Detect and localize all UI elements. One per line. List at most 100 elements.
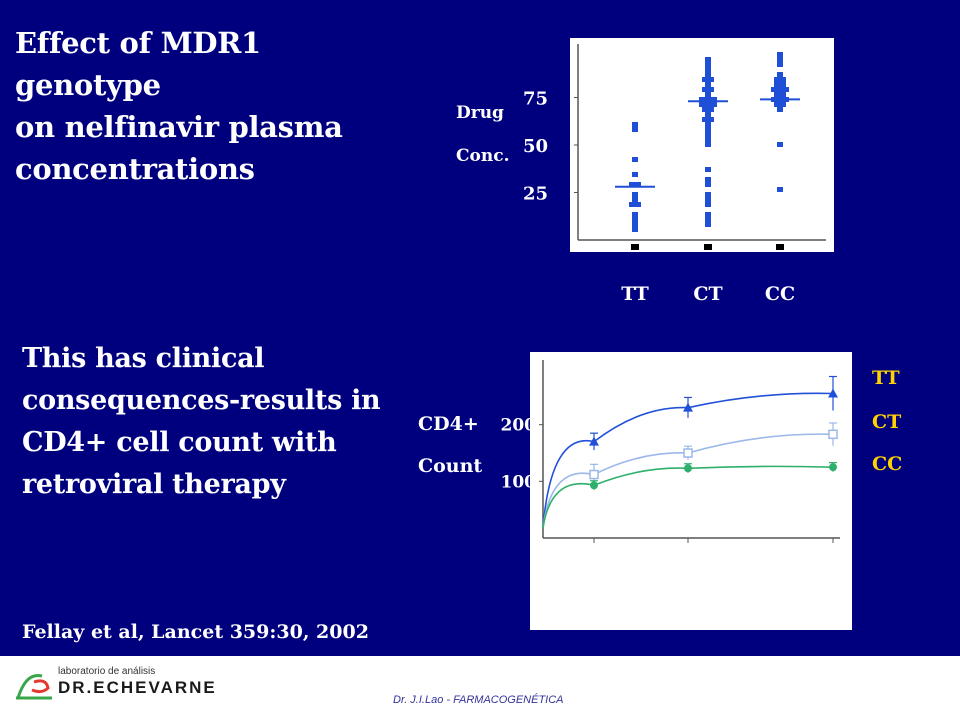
body-line: consequences-results in	[22, 385, 381, 416]
scatter-point	[705, 127, 711, 132]
scatter-point	[705, 122, 711, 127]
scatter-point	[705, 142, 711, 147]
scatter-point	[705, 202, 711, 207]
scatter-category-label: TT	[621, 283, 649, 305]
citation: Fellay et al, Lancet 359:30, 2002	[22, 621, 369, 643]
line-series-TT	[542, 392, 834, 529]
scatter-point	[777, 62, 783, 67]
scatter-category-tick	[631, 244, 639, 250]
body-line: retroviral therapy	[22, 469, 286, 500]
scatter-point	[777, 87, 783, 92]
scatter-point	[702, 77, 708, 82]
scatter-y-tick-label: 75	[523, 89, 548, 110]
scatter-point	[705, 192, 711, 197]
scatter-point	[705, 197, 711, 202]
line-chart-y-tick-label: 100	[501, 472, 537, 492]
scatter-point	[777, 107, 783, 112]
title-line: on nelfinavir plasma	[15, 110, 343, 144]
scatter-point	[771, 87, 777, 92]
scatter-point	[708, 107, 714, 112]
line-chart-x-tick-label: 2	[685, 562, 695, 580]
scatter-point	[708, 77, 714, 82]
body-line: CD4+ cell count with	[22, 427, 337, 458]
line-series-CT	[542, 433, 834, 529]
line-series-CC	[542, 465, 834, 529]
scatter-point	[705, 212, 711, 217]
line-point	[589, 469, 599, 480]
scatter-point	[705, 182, 711, 187]
scatter-point	[705, 82, 711, 87]
scatter-point	[705, 112, 711, 117]
lab-logo-icon	[16, 673, 52, 700]
scatter-panel	[570, 38, 834, 252]
line-point	[590, 481, 598, 490]
scatter-y-label-line: Conc.	[456, 146, 510, 166]
body-line: This has clinical	[22, 343, 265, 374]
scatter-y-label-line: Drug	[456, 103, 504, 123]
scatter-point	[711, 102, 717, 107]
scatter-point	[774, 82, 780, 87]
scatter-category-tick	[776, 244, 784, 250]
line-point	[589, 436, 599, 446]
scatter-point	[777, 57, 783, 62]
scatter-point	[777, 142, 783, 147]
slide-title: Effect of MDR1 genotype on nelfinavir pl…	[15, 22, 415, 190]
legend-label-TT: TT	[872, 367, 900, 389]
line-point	[684, 464, 692, 473]
scatter-category-label: CT	[693, 283, 722, 305]
line-chart-y-tick-label: 200	[501, 416, 537, 436]
scatter-point	[777, 52, 783, 57]
line-point	[683, 448, 693, 458]
footer: laboratorio de análisis DR.ECHEVARNE Dr.…	[0, 656, 960, 720]
scatter-point	[705, 222, 711, 227]
line-point	[683, 402, 693, 412]
scatter-point	[705, 217, 711, 222]
scatter-point	[699, 102, 705, 107]
scatter-point	[632, 222, 638, 227]
scatter-point	[632, 212, 638, 217]
line-chart-x-label: Months	[658, 594, 722, 612]
scatter-point	[699, 97, 705, 102]
line-point	[829, 463, 837, 472]
scatter-point	[783, 87, 789, 92]
scatter-point	[632, 172, 638, 177]
scatter-point	[705, 102, 711, 107]
logo-tagline: laboratorio de análisis	[58, 666, 156, 677]
scatter-point	[705, 62, 711, 67]
scatter-category-label: CC	[765, 283, 795, 305]
scatter-point	[635, 182, 641, 187]
line-chart-y-label-line: CD4+	[418, 413, 479, 435]
scatter-point	[780, 77, 786, 82]
scatter-point	[702, 117, 708, 122]
scatter-point	[705, 132, 711, 137]
scatter-category-tick	[704, 244, 712, 250]
scatter-y-tick-label: 25	[523, 184, 548, 205]
scatter-point	[711, 97, 717, 102]
scatter-point	[632, 217, 638, 222]
scatter-point	[777, 72, 783, 77]
line-chart-x-tick-label: 1	[591, 562, 601, 580]
legend-label-CT: CT	[872, 411, 901, 433]
scatter-point	[632, 197, 638, 202]
scatter-point	[780, 82, 786, 87]
scatter-point	[708, 117, 714, 122]
scatter-point	[705, 57, 711, 62]
scatter-point	[705, 92, 711, 97]
scatter-point	[774, 92, 780, 97]
line-point	[828, 429, 838, 440]
scatter-point	[632, 127, 638, 132]
scatter-point	[705, 72, 711, 77]
scatter-point	[705, 97, 711, 102]
scatter-y-tick-label: 50	[523, 136, 548, 157]
line-point	[828, 388, 838, 398]
scatter-point	[629, 182, 635, 187]
scatter-point	[632, 192, 638, 197]
line-chart-x-tick-label: 3	[830, 562, 840, 580]
scatter-point	[702, 87, 708, 92]
legend-label-CC: CC	[872, 453, 902, 475]
footer-credit: Dr. J.I.Lao - FARMACOGENÉTICA	[393, 694, 564, 706]
scatter-point	[629, 202, 635, 207]
scatter-point	[705, 167, 711, 172]
logo-name: DR.ECHEVARNE	[58, 678, 217, 697]
scatter-point	[705, 67, 711, 72]
